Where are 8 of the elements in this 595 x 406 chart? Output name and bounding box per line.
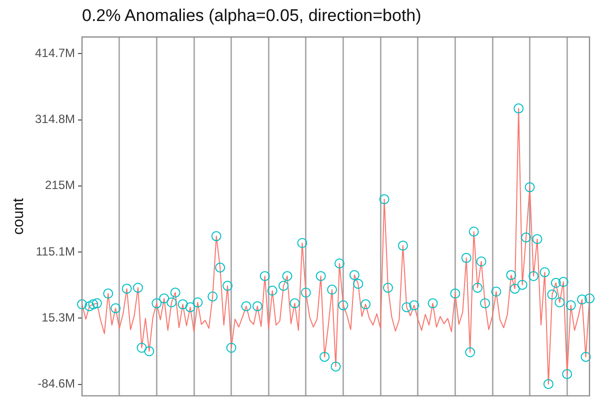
y-tick-label: -84.6M bbox=[38, 376, 76, 391]
y-tick-label: 215M bbox=[44, 178, 76, 192]
y-tick-label: 15.3M bbox=[42, 310, 76, 325]
y-tick-label: 414.7M bbox=[34, 46, 76, 60]
y-tick-label: 314.8M bbox=[34, 112, 76, 126]
y-tick-label: 115.1M bbox=[36, 244, 76, 258]
y-axis-title: count bbox=[10, 197, 28, 235]
chart-title: 0.2% Anomalies (alpha=0.05, direction=both) bbox=[82, 6, 422, 26]
